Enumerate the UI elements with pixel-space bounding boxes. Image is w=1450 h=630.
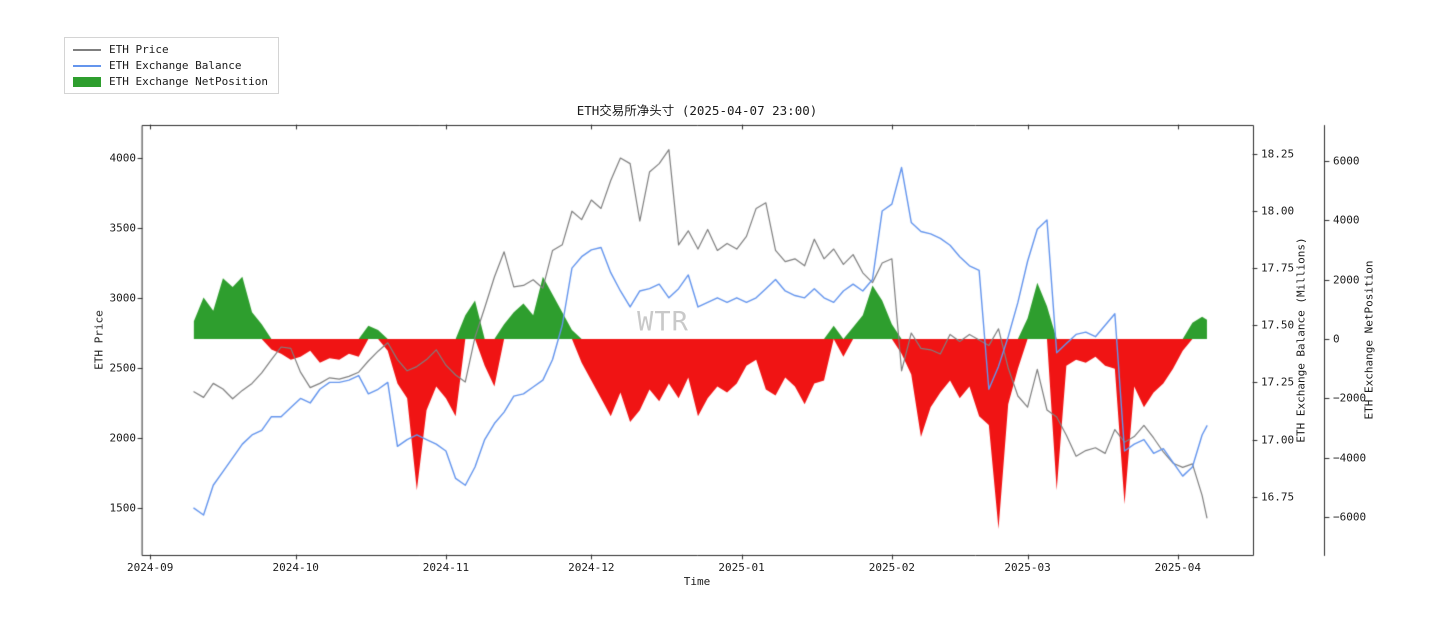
y-axis-label-netposition: ETH Exchange NetPosition — [1362, 260, 1376, 420]
y-axis-label-price: ETH Price — [92, 310, 106, 370]
legend-item-eth-exchange-balance: ETH Exchange Balance — [73, 59, 268, 72]
legend-box: ETH Price ETH Exchange Balance ETH Excha… — [64, 37, 279, 94]
eth-netposition-patch-swatch-icon — [73, 76, 101, 87]
chart-title: ETH交易所净头寸 (2025-04-07 23:00) — [576, 103, 818, 118]
eth-balance-line-swatch-icon — [73, 64, 101, 67]
legend-item-eth-exchange-netposition: ETH Exchange NetPosition — [73, 75, 268, 88]
x-axis-label: Time — [683, 575, 711, 588]
y-axis-label-balance: ETH Exchange Balance (Millions) — [1294, 237, 1308, 443]
legend-item-eth-price: ETH Price — [73, 43, 268, 56]
legend-label: ETH Price — [109, 43, 169, 56]
legend-label: ETH Exchange Balance — [109, 59, 242, 72]
eth-price-line-swatch-icon — [73, 48, 101, 51]
legend-label: ETH Exchange NetPosition — [109, 75, 268, 88]
